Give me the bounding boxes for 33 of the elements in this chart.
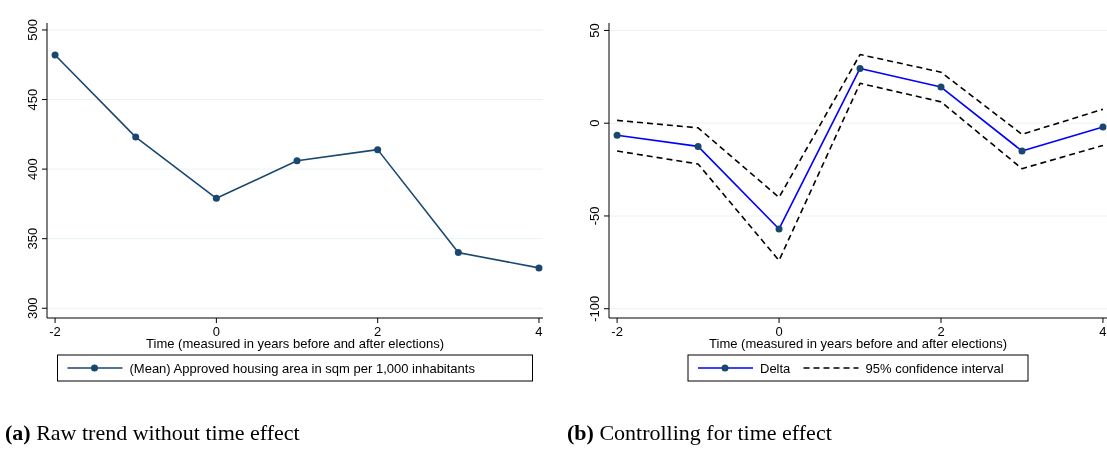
x-tick-label: 2 xyxy=(937,324,945,339)
point xyxy=(454,249,462,257)
x-tick-label: 4 xyxy=(535,324,543,339)
y-tick-label: 400 xyxy=(25,158,40,180)
y-tick-label: 0 xyxy=(587,119,602,127)
legend-label: Delta xyxy=(760,361,792,376)
point xyxy=(212,194,220,202)
x-tick-label: -2 xyxy=(611,324,623,339)
line-series xyxy=(616,53,1104,199)
line-series xyxy=(616,82,1104,262)
y-tick-label: 350 xyxy=(25,227,40,250)
y-tick-label: 500 xyxy=(25,19,40,41)
point xyxy=(132,133,140,141)
text: (b) Controlling for time effect xyxy=(567,420,832,445)
point xyxy=(293,157,301,165)
x-axis-title: Time (measured in years before and after elections) xyxy=(146,336,444,351)
x-tick-label: 0 xyxy=(212,324,220,339)
point xyxy=(535,264,543,272)
x-tick-label: 2 xyxy=(374,324,382,339)
legend-label: 95% confidence interval xyxy=(865,361,1004,376)
x-tick-label: -2 xyxy=(49,324,61,339)
y-tick-label: 450 xyxy=(25,88,40,111)
point xyxy=(374,146,382,154)
x-axis-title: Time (measured in years before and after elections) xyxy=(709,336,1007,351)
y-tick-label: -100 xyxy=(587,295,602,322)
y-tick-label: 300 xyxy=(25,297,40,320)
x-tick-label: 0 xyxy=(775,324,783,339)
x-tick-label: 4 xyxy=(1099,324,1107,339)
y-tick-label: -50 xyxy=(587,206,602,226)
text: (a) Raw trend without time effect xyxy=(5,420,300,445)
legend-label: (Mean) Approved housing area in sqm per 1,000 inhabitants xyxy=(129,361,476,376)
y-tick-label: 50 xyxy=(587,23,602,38)
point xyxy=(51,51,59,59)
